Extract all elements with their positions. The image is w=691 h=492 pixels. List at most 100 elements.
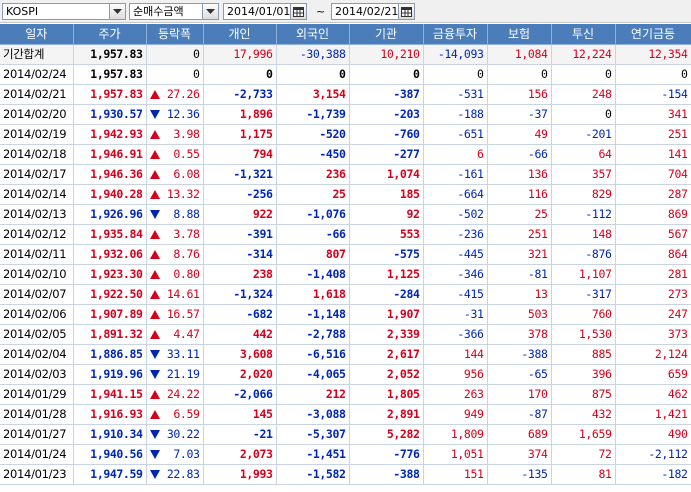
table-row[interactable]: 2014/02/13 1,926.96 8.88 922 -1,076 92 -502 25-… [0, 204, 691, 225]
calendar-icon [401, 6, 412, 17]
end-date-input[interactable]: 2014/02/21 [331, 3, 399, 20]
change-value: 33.11 [166, 347, 200, 361]
type-select[interactable]: 순매수금액 [129, 3, 203, 20]
table-row[interactable]: 2014/02/11 1,932.06 8.76 -314 807 -575 -445 321… [0, 244, 691, 265]
table-row[interactable]: 2014/02/06 1,907.89 16.57 -682 -1,148 1,907 -3… [0, 304, 691, 325]
cell-institution: -203 [349, 104, 424, 125]
cell-foreign: -2,788 [276, 324, 350, 345]
cell-fin-invest: 949 [423, 404, 488, 425]
column-header-fin-invest[interactable]: 금융투자 [423, 24, 488, 45]
cell-pension: 659 [615, 364, 691, 385]
table-row[interactable]: 2014/02/19 1,942.93 3.98 1,175 -520 -760 -651 4… [0, 124, 691, 145]
cell-institution: -387 [349, 84, 424, 105]
cell-insurance: 49 [487, 124, 552, 145]
arrow-down-icon [149, 349, 160, 359]
table-row[interactable]: 2014/02/03 1,919.96 21.19 2,020 -4,065 2,052 9… [0, 364, 691, 385]
cell-date: 2014/02/14 [0, 184, 74, 205]
cell-date: 2014/02/13 [0, 204, 74, 225]
column-header-change[interactable]: 등락폭 [146, 24, 204, 45]
cell-insurance: 13 [487, 284, 552, 305]
table-row[interactable]: 2014/02/04 1,886.85 33.11 3,608 -6,516 2,617 1… [0, 344, 691, 365]
end-calendar-button[interactable] [398, 3, 415, 20]
column-header-insurance[interactable]: 보험 [487, 24, 552, 45]
cell-change: 16.57 [146, 304, 204, 325]
type-dropdown-button[interactable] [202, 3, 219, 20]
chevron-down-icon [206, 8, 215, 14]
cell-individual: -391 [203, 224, 277, 245]
table-row[interactable]: 2014/02/21 1,957.83 27.26 -2,733 3,154 -387 -5… [0, 84, 691, 105]
table-row[interactable]: 2014/01/23 1,947.59 22.83 1,993 -1,582 -388 15… [0, 464, 691, 485]
cell-foreign: -520 [276, 124, 350, 145]
table-row[interactable]: 2014/02/07 1,922.50 14.61 -1,324 1,618 -284 -4… [0, 284, 691, 305]
table-row[interactable]: 2014/02/10 1,923.30 0.80 238 -1,408 1,125 -346… [0, 264, 691, 285]
cell-change: 13.32 [146, 184, 204, 205]
table-row[interactable]: 2014/01/29 1,941.15 24.22 -2,066 212 1,805 263… [0, 384, 691, 405]
arrow-up-icon [149, 229, 160, 239]
table-row[interactable]: 2014/02/24 1,957.83 0 0 0 0 0 0 0 0 [0, 64, 691, 85]
cell-price: 1,926.96 [73, 204, 147, 225]
table-row[interactable]: 2014/02/14 1,940.28 13.32 -256 25 185 -664 116 8… [0, 184, 691, 205]
start-calendar-button[interactable] [290, 3, 307, 20]
cell-institution: 0 [349, 64, 424, 85]
column-header-institution[interactable]: 기관 [349, 24, 424, 45]
arrow-down-icon [149, 369, 160, 379]
column-header-trust[interactable]: 투신 [551, 24, 616, 45]
cell-price: 1,946.36 [73, 164, 147, 185]
table-row[interactable]: 2014/01/28 1,916.93 6.59 145 -3,088 2,891 949-… [0, 404, 691, 425]
cell-pension: 287 [615, 184, 691, 205]
table-header-row: 일자 주가 등락폭 개인 외국인 기관 금융투자 보험 투신 연기금등 [0, 24, 691, 45]
cell-trust: 432 [551, 404, 616, 425]
column-header-date[interactable]: 일자 [0, 24, 74, 45]
arrow-down-icon [149, 449, 160, 459]
table-row[interactable]: 2014/02/17 1,946.36 6.08 -1,321 236 1,074 -161… [0, 164, 691, 185]
arrow-up-icon [149, 409, 160, 419]
cell-date: 2014/02/03 [0, 364, 74, 385]
cell-institution: 1,125 [349, 264, 424, 285]
cell-change: 3.98 [146, 124, 204, 145]
cell-foreign: -4,065 [276, 364, 350, 385]
cell-change: 22.83 [146, 464, 204, 485]
cell-insurance: -81 [487, 264, 552, 285]
cell-institution: 1,805 [349, 384, 424, 405]
change-value: 3.78 [173, 227, 200, 241]
table-row[interactable]: 2014/02/05 1,891.32 4.47 442 -2,788 2,339 -366… [0, 324, 691, 345]
summary-row[interactable]: 기간합계 1,957.83 0 17,996 -30,388 10,210 -14,093 1… [0, 44, 691, 65]
cell-date: 2014/01/23 [0, 464, 74, 485]
column-header-price[interactable]: 주가 [73, 24, 147, 45]
table-row[interactable]: 2014/02/18 1,946.91 0.55 794 -450 -277 6 -66 64 1… [0, 144, 691, 165]
arrow-up-icon [149, 389, 160, 399]
column-header-pension[interactable]: 연기금등 [615, 24, 691, 45]
table-row[interactable]: 2014/02/20 1,930.57 12.36 1,896 -1,739 -203 -1… [0, 104, 691, 125]
cell-change: 0 [146, 64, 204, 85]
cell-institution: -277 [349, 144, 424, 165]
column-header-individual[interactable]: 개인 [203, 24, 277, 45]
cell-pension: 864 [615, 244, 691, 265]
cell-pension: 490 [615, 424, 691, 445]
table-row[interactable]: 2014/01/24 1,940.56 7.03 2,073 -1,451 -776 1,0… [0, 444, 691, 465]
cell-foreign: -3,088 [276, 404, 350, 425]
cell-fin-invest: -415 [423, 284, 488, 305]
cell-price: 1,941.15 [73, 384, 147, 405]
cell-change: 6.59 [146, 404, 204, 425]
cell-foreign: 3,154 [276, 84, 350, 105]
cell-institution: 1,907 [349, 304, 424, 325]
table-row[interactable]: 2014/02/12 1,935.84 3.78 -391 -66 553 -236 251 1… [0, 224, 691, 245]
cell-pension: 247 [615, 304, 691, 325]
index-dropdown-button[interactable] [109, 3, 126, 20]
cell-price: 1,886.85 [73, 344, 147, 365]
cell-price: 1,930.57 [73, 104, 147, 125]
cell-date: 2014/02/04 [0, 344, 74, 365]
cell-date: 2014/01/28 [0, 404, 74, 425]
cell-change: 6.08 [146, 164, 204, 185]
start-date-input[interactable]: 2014/01/01 [223, 3, 291, 20]
cell-trust: 1,530 [551, 324, 616, 345]
cell-insurance: 0 [487, 64, 552, 85]
arrow-down-icon [149, 469, 160, 479]
cell-individual: 1,175 [203, 124, 277, 145]
change-value: 30.22 [166, 427, 200, 441]
column-header-foreign[interactable]: 외국인 [276, 24, 350, 45]
index-select[interactable]: KOSPI [2, 3, 110, 20]
table-row[interactable]: 2014/01/27 1,910.34 30.22 -21 -5,307 5,282 1,8… [0, 424, 691, 445]
cell-individual: -682 [203, 304, 277, 325]
arrow-up-icon [149, 149, 160, 159]
